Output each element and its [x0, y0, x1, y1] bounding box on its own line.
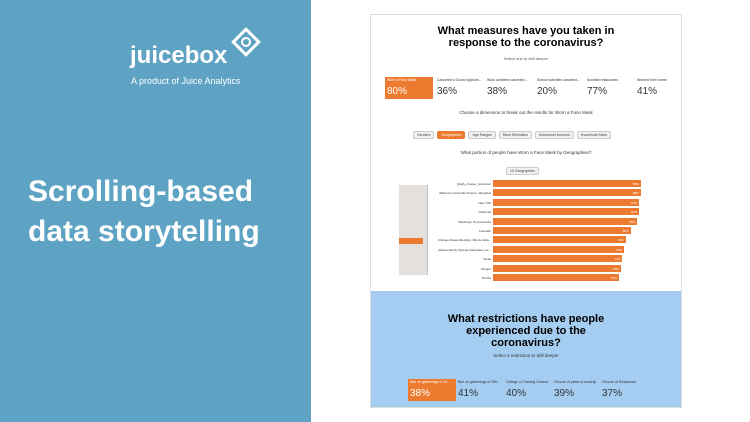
bar[interactable]: 88%	[493, 180, 641, 187]
tagline: A product of Juice Analytics	[131, 76, 241, 86]
tab[interactable]: Household Incomes	[534, 131, 574, 139]
bar-label: Baltimore-Columbia-Towson, Maryland	[439, 191, 491, 196]
bar[interactable]: 76%	[493, 264, 621, 272]
metric-label: Canceled a Doctor Appoint...	[437, 78, 481, 82]
metric[interactable]: School activities canceled... 20%	[535, 77, 583, 99]
section-title: What measures have you taken in response…	[437, 25, 615, 49]
dimension-prompt: Choose a dimension to break out the resu…	[459, 110, 593, 115]
metric-value: 80%	[387, 86, 408, 97]
section-subtitle: Select one to drill deeper	[503, 56, 549, 61]
metric-label: College or Training Closure	[506, 380, 549, 384]
bar-label: New York	[478, 200, 491, 205]
tab[interactable]: Age Ranges	[468, 131, 496, 139]
metric-value: 39%	[554, 388, 575, 399]
bar[interactable]: 79%	[493, 236, 626, 244]
question: What portion of people have Worn a Face …	[460, 150, 592, 155]
bar[interactable]: 77%	[493, 255, 623, 263]
bar-value: 78%	[616, 247, 623, 252]
metric-label: Worn a Face Mask	[387, 78, 417, 82]
metric[interactable]: College or Training Closure 40%	[504, 379, 552, 401]
bar-value: 82%	[622, 229, 629, 233]
bar[interactable]: 86%	[493, 217, 638, 225]
metric-value: 41%	[458, 388, 479, 399]
metric-label: Ban on gatherings of 10...	[410, 380, 451, 384]
bar-value: 77%	[614, 257, 621, 262]
bar-value: 76%	[612, 266, 619, 271]
bar-label: Colorado	[478, 229, 491, 233]
metrics: Ban on gatherings of 10... 38% Ban on gath…	[408, 379, 678, 401]
bar-label: Florida	[481, 276, 491, 280]
bar-value: 86%	[629, 219, 636, 224]
tab[interactable]: Race Ethnicities	[498, 131, 532, 139]
bar[interactable]: 88%	[493, 189, 641, 197]
bar[interactable]: 78%	[493, 245, 625, 253]
logo-icon	[231, 27, 261, 57]
bar-value: 88%	[632, 191, 639, 196]
bar[interactable]: 87%	[493, 198, 640, 206]
bar-label: Atlanta-Sandy Springs-Alpharetta, Ge...	[438, 247, 491, 252]
metric-value: 38%	[487, 86, 508, 97]
screenshot: What measures have you taken in response…	[370, 14, 682, 408]
tab[interactable]: Household Sizes	[576, 131, 612, 139]
metric-value: 36%	[437, 86, 458, 97]
filter[interactable]: 10 Geographies	[506, 167, 539, 175]
bar[interactable]: 87%	[493, 208, 640, 216]
bar-value: 75%	[610, 276, 617, 280]
metric-label: Work activities canceled...	[487, 78, 528, 82]
metric[interactable]: Ban on gatherings of 10... 38%	[408, 379, 456, 401]
bar-label: Chicago-Naperville-Elgin, Illinois-India…	[437, 238, 491, 243]
bar-value: 87%	[631, 210, 638, 215]
tab[interactable]: Geographies	[437, 131, 466, 139]
section-subtitle: Select a restriction to drill deeper	[493, 353, 559, 358]
metric-label: Avoided restaurants	[587, 78, 619, 82]
metric[interactable]: Closure of Restaurant 37%	[600, 379, 648, 401]
section-title: What restrictions have people experience…	[447, 313, 605, 349]
metric-label: Closure of place of worship	[554, 380, 597, 384]
metric-label: Worked from home	[637, 78, 667, 82]
metric[interactable]: Closure of place of worship 39%	[552, 379, 600, 401]
metric-value: 41%	[637, 86, 658, 97]
bar-label: Pittsburgh, Pennsylvania	[457, 219, 491, 224]
bar-label: Oregon	[480, 266, 491, 271]
metric-value: 40%	[506, 388, 527, 399]
bar-label: Texas	[483, 257, 491, 262]
metric[interactable]: Worked from home 41%	[635, 77, 681, 99]
headline: Scrolling-based data storytelling	[28, 175, 260, 248]
bar[interactable]: 75%	[493, 274, 619, 281]
tab[interactable]: Genders	[413, 131, 435, 139]
metric-value: 37%	[602, 388, 623, 399]
bar-label: [[daily_choose_restriction	[457, 182, 491, 186]
metrics: Worn a Face Mask 80% Canceled a Doctor App…	[385, 77, 675, 99]
metric-label: School activities canceled...	[537, 78, 580, 82]
metric[interactable]: Avoided restaurants 77%	[585, 77, 633, 99]
map	[399, 185, 428, 275]
logo: juicebox	[130, 42, 228, 69]
metric-label: Ban on gatherings of 250...	[458, 380, 501, 384]
metric-value: 20%	[537, 86, 558, 97]
metric-label: Closure of Restaurant	[602, 380, 637, 384]
metric[interactable]: Canceled a Doctor Appoint... 36%	[435, 77, 483, 99]
metric[interactable]: Worn a Face Mask 80%	[385, 77, 433, 99]
bar[interactable]: 82%	[493, 227, 631, 234]
bar-label: California	[478, 210, 491, 215]
bar-value: 79%	[617, 238, 624, 243]
section-2: What restrictions have people experience…	[371, 291, 681, 407]
bar-value: 88%	[632, 182, 639, 186]
metric[interactable]: Ban on gatherings of 250... 41%	[456, 379, 504, 401]
tabs: Genders Geographies Age Ranges Race Ethnici…	[413, 131, 612, 139]
metric-value: 77%	[587, 86, 608, 97]
bar-chart: [[daily_choose_restriction 88% Baltimore-C…	[371, 180, 681, 281]
metric[interactable]: Work activities canceled... 38%	[485, 77, 533, 99]
map-highlight	[399, 238, 423, 244]
bar-value: 87%	[631, 200, 638, 205]
metric-value: 38%	[410, 388, 431, 399]
brand-panel: juicebox A product of Juice Analytics Sc…	[0, 0, 311, 422]
